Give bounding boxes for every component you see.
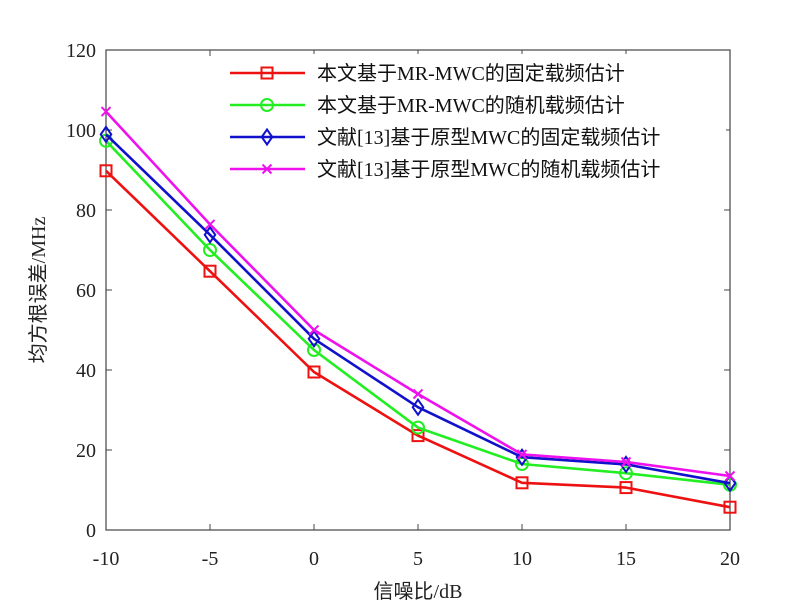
series-line — [105, 133, 731, 485]
legend-label: 本文基于MR-MWC的随机载频估计 — [317, 94, 625, 117]
data-point-marker — [516, 449, 528, 460]
y-axis-title: 均方根误差/MHz — [27, 217, 50, 364]
legend-label: 文献[13]基于原型MWC的随机载频估计 — [317, 158, 660, 181]
x-tick-label: 20 — [720, 548, 740, 570]
data-point-marker — [307, 343, 321, 357]
data-point-marker — [307, 365, 321, 379]
data-point-marker — [724, 470, 736, 482]
data-point-marker — [411, 429, 425, 443]
data-point-marker — [411, 397, 425, 417]
legend-label: 本文基于MR-MWC的固定载频估计 — [317, 62, 625, 85]
x-axis-ticks: -10 -5 0 5 10 15 20 — [93, 50, 740, 570]
legend-label: 文献[13]基于原型MWC的固定载频估计 — [317, 126, 660, 149]
y-tick-label: 100 — [66, 120, 96, 142]
data-point-marker — [411, 420, 425, 435]
data-point-marker — [307, 329, 321, 349]
x-tick-label: 5 — [413, 548, 423, 570]
data-point-marker — [308, 324, 320, 336]
x-tick-label: -5 — [202, 548, 219, 570]
legend-marker — [260, 127, 274, 147]
legend-marker — [260, 98, 274, 112]
y-axis-ticks: 0 20 40 60 80 100 120 — [66, 40, 730, 542]
legend-marker — [261, 163, 273, 175]
data-point-marker — [619, 466, 633, 481]
x-tick-label: 0 — [309, 548, 319, 570]
series-layer — [99, 106, 737, 514]
data-point-marker — [515, 476, 529, 490]
y-tick-label: 60 — [76, 280, 96, 302]
data-point-marker — [203, 225, 217, 245]
legend-item: 本文基于MR-MWC的固定载频估计 — [230, 62, 625, 85]
series-4 — [100, 106, 736, 482]
x-tick-label: 10 — [512, 548, 532, 570]
legend-item: 文献[13]基于原型MWC的固定载频估计 — [230, 126, 660, 149]
x-tick-label: 15 — [616, 548, 636, 570]
data-point-marker — [723, 500, 737, 514]
y-tick-label: 80 — [76, 200, 96, 222]
x-axis-title: 信噪比/dB — [374, 580, 463, 603]
legend: 本文基于MR-MWC的固定载频估计本文基于MR-MWC的随机载频估计文献[13]… — [225, 54, 726, 185]
data-point-marker — [412, 388, 424, 400]
series-1 — [99, 164, 737, 514]
data-point-marker — [619, 481, 633, 495]
legend-item: 文献[13]基于原型MWC的随机载频估计 — [230, 158, 660, 181]
data-point-marker — [100, 106, 112, 117]
data-point-marker — [99, 164, 113, 178]
y-tick-label: 20 — [76, 440, 96, 462]
y-tick-label: 0 — [86, 520, 96, 542]
series-line — [105, 169, 731, 509]
legend-item: 本文基于MR-MWC的随机载频估计 — [230, 94, 625, 117]
data-point-marker — [204, 219, 216, 230]
y-tick-label: 40 — [76, 360, 96, 382]
data-point-marker — [203, 264, 217, 278]
data-point-marker — [99, 125, 113, 144]
x-tick-label: -10 — [93, 548, 120, 570]
legend-marker — [260, 66, 274, 80]
legend-box — [225, 54, 726, 185]
data-point-marker — [620, 456, 632, 468]
y-tick-label: 120 — [66, 40, 96, 62]
